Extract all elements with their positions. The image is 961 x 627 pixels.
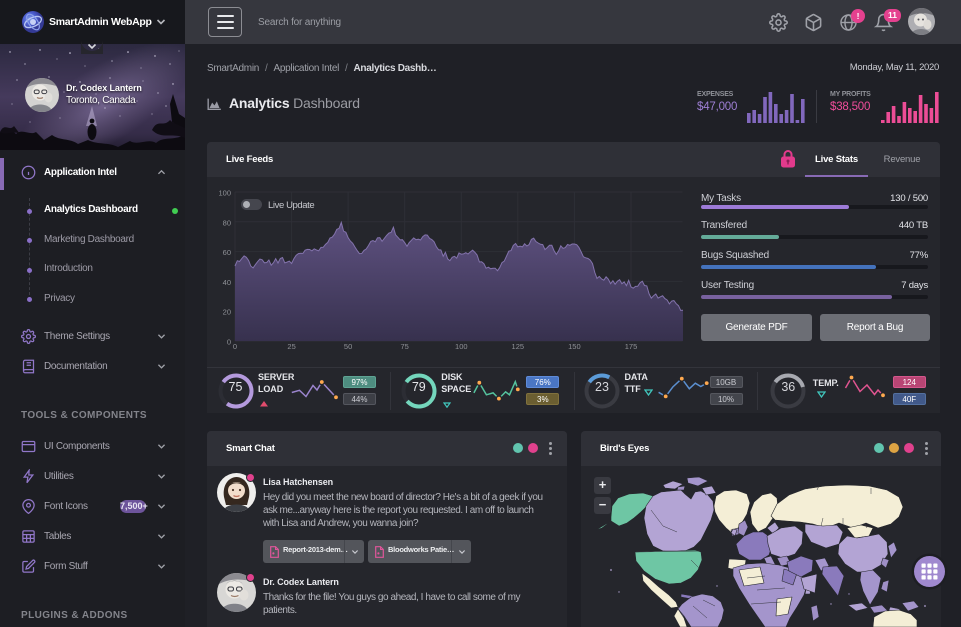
- svg-text:60: 60: [223, 248, 231, 257]
- svg-text:150: 150: [568, 342, 581, 351]
- svg-text:25: 25: [287, 342, 295, 351]
- svg-text:175: 175: [625, 342, 638, 351]
- svg-text:50: 50: [344, 342, 352, 351]
- svg-text:125: 125: [512, 342, 525, 351]
- svg-text:80: 80: [223, 218, 231, 227]
- svg-text:0: 0: [233, 342, 237, 351]
- svg-text:100: 100: [455, 342, 468, 351]
- svg-text:20: 20: [223, 308, 231, 317]
- svg-text:0: 0: [227, 338, 231, 347]
- svg-text:100: 100: [218, 189, 231, 198]
- svg-text:40: 40: [223, 278, 231, 287]
- svg-text:75: 75: [401, 342, 409, 351]
